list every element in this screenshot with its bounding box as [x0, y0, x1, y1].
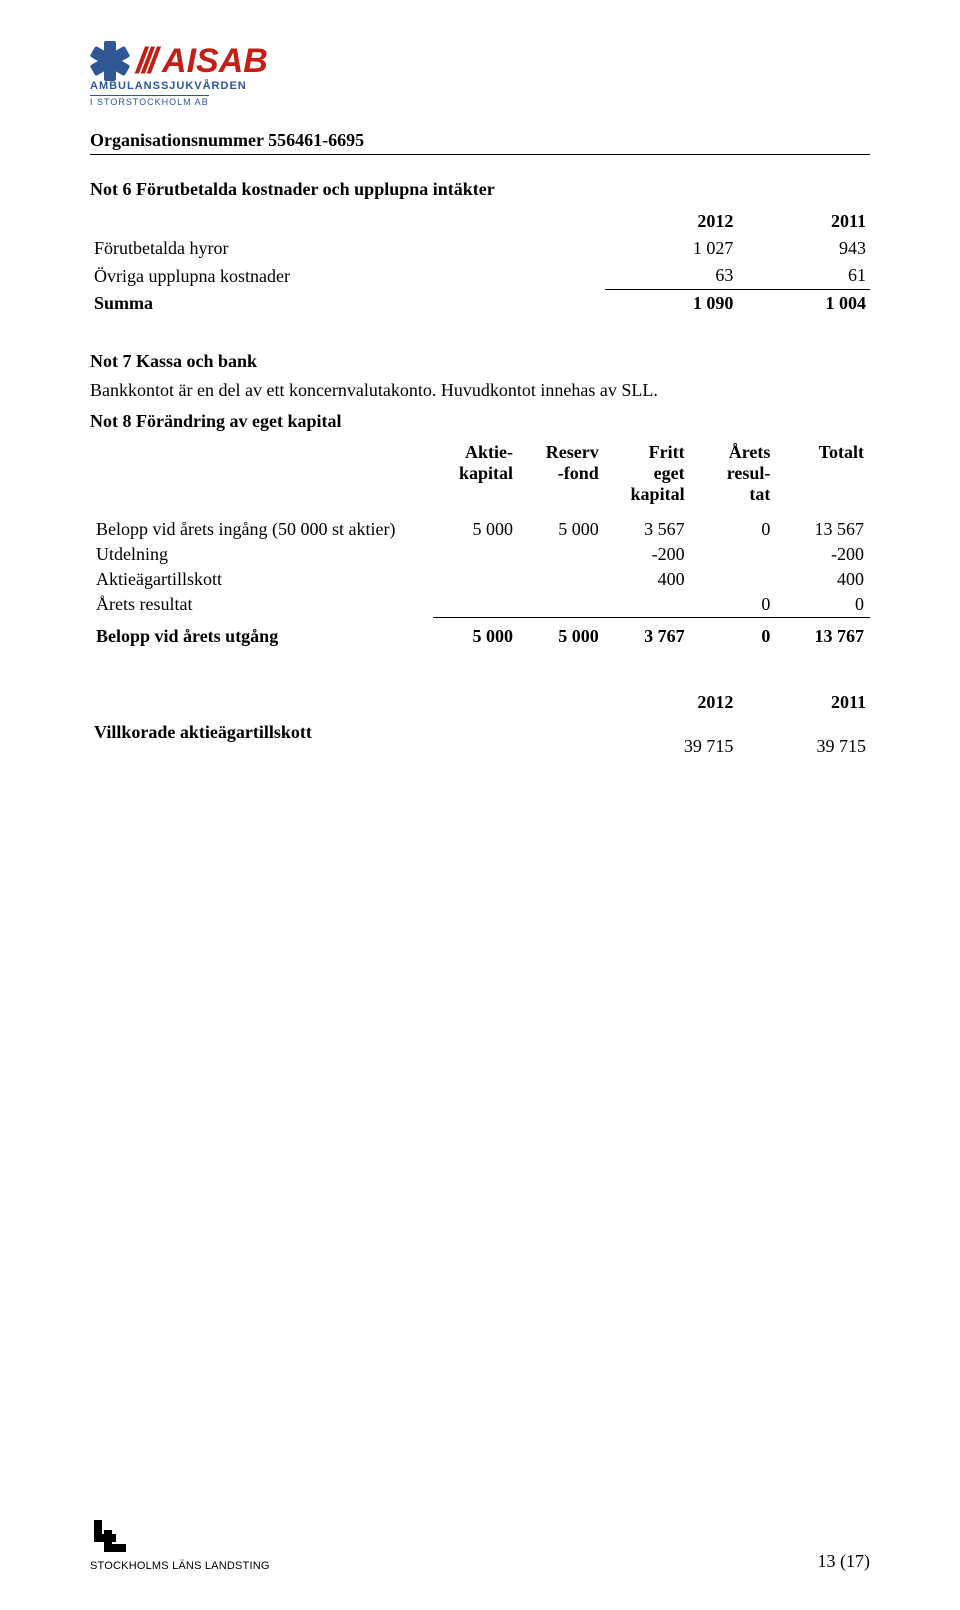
- not8-c3b: eget: [611, 463, 685, 484]
- not8-r1-label: Belopp vid årets ingång (50 000 st aktie…: [90, 517, 433, 542]
- villkorade-table: 2012 2011 Villkorade aktieägartillskott …: [90, 689, 870, 760]
- not8-c4c: tat: [697, 484, 771, 505]
- not6-summa-v1: 1 090: [605, 290, 738, 318]
- not8-out-c1: 5 000: [433, 618, 519, 650]
- vill-v1: 39 715: [605, 716, 738, 760]
- logo-block: /// AISAB AMBULANSSJUKVÅRDEN I STORSTOCK…: [90, 40, 870, 110]
- not8-r1-c4: 0: [691, 517, 777, 542]
- sll-text: STOCKHOLMS LÄNS LANDSTING: [90, 1560, 270, 1572]
- not8-r2-c5: -200: [776, 542, 870, 567]
- not7-body: Bankkontot är en del av ett koncernvalut…: [90, 380, 870, 401]
- not8-c4a: Årets: [697, 442, 771, 463]
- not8-out-c5: 13 767: [776, 618, 870, 650]
- vill-year-row: 2012 2011: [90, 689, 870, 716]
- sll-mark-icon: [90, 1518, 130, 1558]
- org-number-line: Organisationsnummer 556461-6695: [90, 130, 870, 155]
- not8-c3a: Fritt: [611, 442, 685, 463]
- not8-c5a: Totalt: [782, 442, 864, 463]
- logo-title: AISAB: [162, 42, 268, 81]
- not6-r1-v1: 63: [605, 262, 738, 290]
- not8-r2-label: Utdelning: [90, 542, 433, 567]
- page-footer: STOCKHOLMS LÄNS LANDSTING 13 (17): [90, 1510, 870, 1572]
- table-row: Aktieägartillskott 400 400: [90, 567, 870, 592]
- not6-summa-label: Summa: [90, 290, 605, 318]
- not6-r1-v2: 61: [737, 262, 870, 290]
- not6-r0-v2: 943: [737, 235, 870, 262]
- vill-label: Villkorade aktieägartillskott: [90, 716, 605, 760]
- not8-r1-c1: 5 000: [433, 517, 519, 542]
- not8-c1b: kapital: [439, 463, 513, 484]
- not6-title: Not 6 Förutbetalda kostnader och upplupn…: [90, 179, 870, 200]
- not8-title: Not 8 Förändring av eget kapital: [90, 411, 870, 432]
- logo-subtitle-2: I STORSTOCKHOLM AB: [90, 95, 209, 107]
- not8-out-label: Belopp vid årets utgång: [90, 618, 433, 650]
- table-row: Förutbetalda hyror 1 027 943: [90, 235, 870, 262]
- logo-slashes: ///: [136, 40, 154, 82]
- not8-r1-c5: 13 567: [776, 517, 870, 542]
- not8-r3-c3: 400: [605, 567, 691, 592]
- not6-year1: 2012: [605, 208, 738, 235]
- sll-logo: STOCKHOLMS LÄNS LANDSTING: [90, 1518, 270, 1572]
- not8-out-c2: 5 000: [519, 618, 605, 650]
- table-row: Årets resultat 0 0: [90, 592, 870, 618]
- not6-r0-label: Förutbetalda hyror: [90, 235, 605, 262]
- not8-out-c3: 3 767: [605, 618, 691, 650]
- table-row: Övriga upplupna kostnader 63 61: [90, 262, 870, 290]
- not8-r3-c5: 400: [776, 567, 870, 592]
- not8-r3-label: Aktieägartillskott: [90, 567, 433, 592]
- vill-y2: 2011: [737, 689, 870, 716]
- not8-r4-label: Årets resultat: [90, 592, 433, 618]
- not8-r2-c3: -200: [605, 542, 691, 567]
- vill-row: Villkorade aktieägartillskott 39 715 39 …: [90, 716, 870, 760]
- not8-table: Aktie- kapital Reserv -fond Fritt eget k…: [90, 440, 870, 649]
- not8-c3c: kapital: [611, 484, 685, 505]
- not6-header: 2012 2011: [90, 208, 870, 235]
- not8-r1-c2: 5 000: [519, 517, 605, 542]
- not6-table: 2012 2011 Förutbetalda hyror 1 027 943 Ö…: [90, 208, 870, 317]
- not8-c2a: Reserv: [525, 442, 599, 463]
- not6-year2: 2011: [737, 208, 870, 235]
- table-row: Belopp vid årets ingång (50 000 st aktie…: [90, 517, 870, 542]
- table-row: Utdelning -200 -200: [90, 542, 870, 567]
- star-of-life-icon: [90, 41, 130, 81]
- not6-r1-label: Övriga upplupna kostnader: [90, 262, 605, 290]
- logo-subtitle-1: AMBULANSSJUKVÅRDEN: [90, 80, 268, 92]
- not8-c1a: Aktie-: [439, 442, 513, 463]
- not8-c4b: resul-: [697, 463, 771, 484]
- not6-summa-row: Summa 1 090 1 004: [90, 290, 870, 318]
- not6-r0-v1: 1 027: [605, 235, 738, 262]
- not7-title: Not 7 Kassa och bank: [90, 351, 870, 372]
- vill-v2: 39 715: [737, 716, 870, 760]
- not6-summa-v2: 1 004: [737, 290, 870, 318]
- not8-r4-c4: 0: [691, 592, 777, 618]
- vill-y1: 2012: [605, 689, 738, 716]
- not8-c2b: -fond: [525, 463, 599, 484]
- not8-out-row: Belopp vid årets utgång 5 000 5 000 3 76…: [90, 618, 870, 650]
- not8-r4-c5: 0: [776, 592, 870, 618]
- page-number: 13 (17): [818, 1551, 871, 1572]
- not8-out-c4: 0: [691, 618, 777, 650]
- not8-header-row: Aktie- kapital Reserv -fond Fritt eget k…: [90, 440, 870, 507]
- not8-r1-c3: 3 567: [605, 517, 691, 542]
